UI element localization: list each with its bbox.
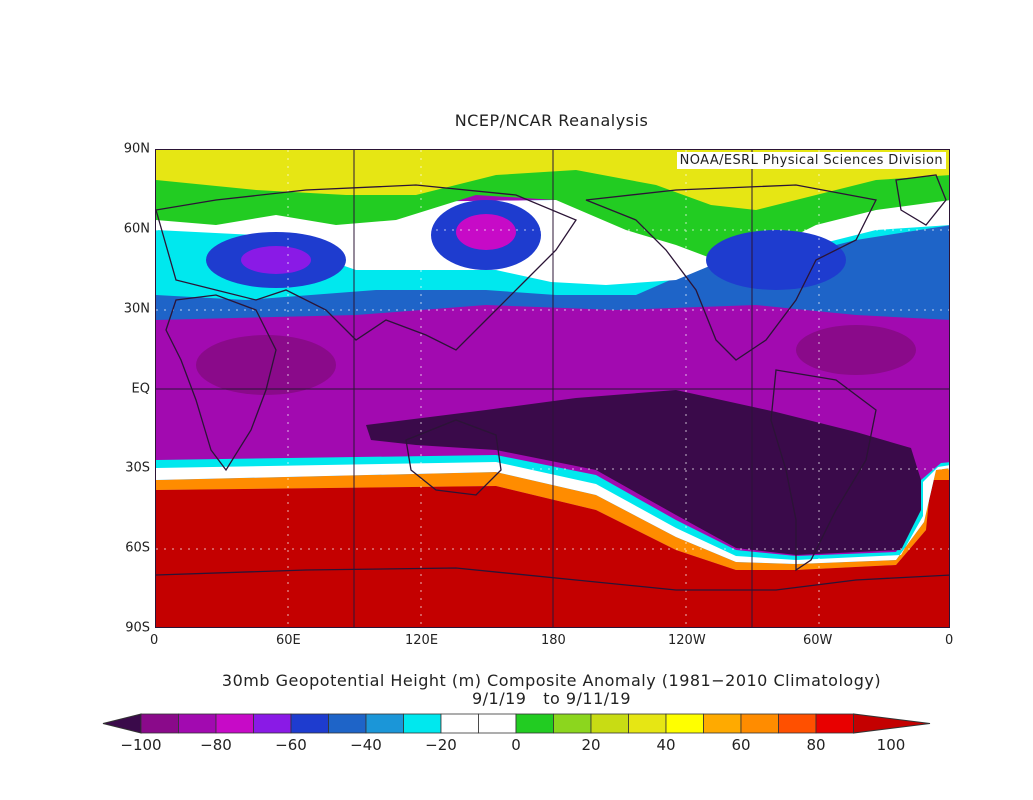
colorbar-cell <box>515 713 554 734</box>
colorbar-label: 60 <box>731 736 751 754</box>
europe-low-core <box>241 246 311 274</box>
map-title: NCEP/NCAR Reanalysis <box>454 111 649 130</box>
colorbar-cell <box>253 713 292 734</box>
colorbar-label: −20 <box>425 736 457 754</box>
colorbar-label: −60 <box>275 736 307 754</box>
colorbar-label: −80 <box>200 736 232 754</box>
graticule <box>156 150 949 627</box>
caption-line-2: 9/1/19 to 9/11/19 <box>471 689 632 708</box>
colorbar-label: 80 <box>806 736 826 754</box>
lat-label-90s: 90S <box>125 620 150 636</box>
lat-label-90n: 90N <box>123 141 150 157</box>
colorbar-cell <box>553 713 592 734</box>
colorbar-cell <box>478 713 517 734</box>
colorbar-cell <box>665 713 704 734</box>
colorbar-cell <box>328 713 367 734</box>
lon-label-0-right: 0 <box>945 633 954 648</box>
america-low <box>706 230 846 290</box>
colorbar-left-arrow <box>102 713 142 734</box>
lon-label-0-left: 0 <box>150 633 159 648</box>
south-america-coast <box>770 369 877 572</box>
colorbar-cell <box>178 713 217 734</box>
colorbar <box>102 713 931 734</box>
eurasia-coast <box>156 184 577 351</box>
colorbar-cell <box>590 713 629 734</box>
lat-label-30n: 30N <box>123 301 150 317</box>
lon-label-60w: 60W <box>803 633 833 648</box>
greenland-coast <box>895 174 947 226</box>
colorbar-cell <box>140 713 179 734</box>
colorbar-cell <box>440 713 479 734</box>
colorbar-cell <box>740 713 779 734</box>
latitude-axis-labels: 90N 60N 30N EQ 30S 60S 90S <box>100 0 150 800</box>
colorbar-cell <box>290 713 329 734</box>
colorbar-cell <box>215 713 254 734</box>
colorbar-label: 40 <box>656 736 676 754</box>
colorbar-cell <box>403 713 442 734</box>
siberia-low-core <box>456 214 516 250</box>
lon-label-60e: 60E <box>276 633 301 648</box>
antarctica-coast <box>156 567 949 591</box>
colorbar-cell <box>365 713 404 734</box>
colorbar-right-arrow <box>853 713 931 734</box>
north-america-coast <box>585 184 877 361</box>
lat-label-60s: 60S <box>125 540 150 556</box>
lon-label-120e: 120E <box>405 633 439 648</box>
caption-line-1: 30mb Geopotential Height (m) Composite A… <box>221 671 882 690</box>
colorbar-cell <box>628 713 667 734</box>
lat-label-eq: EQ <box>131 381 150 397</box>
map-svg <box>156 150 949 627</box>
colorbar-cell <box>778 713 817 734</box>
credit-label: NOAA/ESRL Physical Sciences Division <box>676 152 946 169</box>
colorbar-label: −100 <box>120 736 162 754</box>
colorbar-cell <box>815 713 854 734</box>
colorbar-cell <box>703 713 742 734</box>
colorbar-cells <box>102 713 931 734</box>
colorbar-label: −40 <box>350 736 382 754</box>
south-pacific-low <box>366 390 921 555</box>
anomaly-map: NOAA/ESRL Physical Sciences Division <box>155 149 950 628</box>
australia-coast <box>405 419 502 496</box>
coastlines <box>156 174 949 591</box>
africa-coast <box>165 294 277 472</box>
atlantic-low <box>796 325 916 375</box>
lat-label-60n: 60N <box>123 221 150 237</box>
colorbar-label: 100 <box>876 736 906 754</box>
colorbar-label: 0 <box>511 736 521 754</box>
colorbar-label: 20 <box>581 736 601 754</box>
lon-label-180: 180 <box>541 633 566 648</box>
lon-label-120w: 120W <box>668 633 706 648</box>
africa-low <box>196 335 336 395</box>
lat-label-30s: 30S <box>125 460 150 476</box>
